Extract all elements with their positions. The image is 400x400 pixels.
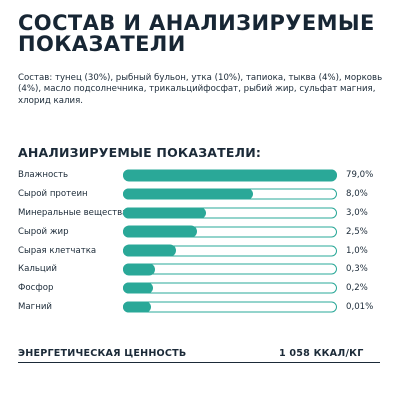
indicator-label: Сырой протеин [18, 189, 88, 200]
indicator-value: 8,0% [346, 189, 368, 200]
indicator-bar-track [122, 225, 337, 238]
indicators-list: Влажность 79,0% Сырой протеин 8,0% Минер… [0, 166, 400, 316]
indicator-row-protein: Сырой протеин 8,0% [0, 185, 400, 204]
energy-value-row: ЭНЕРГЕТИЧЕСКАЯ ЦЕННОСТЬ 1 058 ККАЛ/КГ [18, 348, 380, 363]
indicator-bar-track [122, 282, 337, 294]
page-title: СОСТАВ И АНАЛИЗИРУЕМЫЕ ПОКАЗАТЕЛИ [18, 13, 388, 55]
indicator-row-minerals: Минеральные вещества 3,0% [0, 204, 400, 223]
indicator-bar-fill [122, 225, 198, 238]
indicator-bar-track [122, 244, 337, 257]
indicator-label: Кальций [18, 264, 57, 275]
indicator-bar-track [122, 169, 338, 182]
indicator-row-fat: Сырой жир 2,5% [0, 222, 400, 241]
energy-value: 1 058 ККАЛ/КГ [279, 348, 364, 359]
indicator-bar-fill [122, 188, 253, 200]
page-title-line-2: ПОКАЗАТЕЛИ [18, 32, 186, 56]
indicator-bar-track [122, 301, 337, 313]
indicator-row-phosphorus: Фосфор 0,2% [0, 279, 400, 298]
indicator-bar-track [122, 263, 337, 276]
indicator-row-calcium: Кальций 0,3% [0, 260, 400, 279]
indicators-heading: АНАЛИЗИРУЕМЫЕ ПОКАЗАТЕЛИ: [18, 145, 262, 160]
indicator-row-fiber: Сырая клетчатка 1,0% [0, 241, 400, 260]
energy-label: ЭНЕРГЕТИЧЕСКАЯ ЦЕННОСТЬ [18, 348, 187, 359]
indicator-label: Влажность [18, 170, 69, 181]
indicator-row-magnesium: Магний 0,01% [0, 298, 400, 317]
indicator-row-moisture: Влажность 79,0% [0, 166, 400, 185]
indicator-bar-fill [122, 207, 206, 219]
indicator-value: 79,0% [346, 170, 374, 181]
indicator-bar-fill [122, 244, 177, 257]
indicator-label: Фосфор [18, 283, 54, 294]
indicator-value: 0,2% [346, 283, 368, 294]
indicator-value: 0,3% [346, 264, 368, 275]
indicator-label: Сырой жир [18, 226, 69, 237]
indicator-bar-fill [122, 301, 151, 313]
composition-text: Состав: тунец (30%), рыбный бульон, утка… [18, 73, 383, 106]
indicator-label: Минеральные вещества [18, 207, 128, 218]
indicator-bar-track [122, 188, 337, 200]
indicator-label: Магний [18, 301, 52, 312]
indicator-value: 3,0% [346, 207, 368, 218]
page-title-line-1: СОСТАВ И АНАЛИЗИРУЕМЫЕ [18, 11, 375, 35]
indicator-bar-fill [122, 263, 155, 276]
indicator-bar-fill [122, 282, 153, 294]
indicator-bar-fill [122, 169, 338, 182]
indicator-value: 0,01% [346, 301, 374, 312]
indicator-value: 1,0% [346, 245, 368, 256]
indicator-value: 2,5% [346, 226, 368, 237]
indicator-bar-track [122, 207, 337, 219]
indicator-label: Сырая клетчатка [18, 245, 97, 256]
